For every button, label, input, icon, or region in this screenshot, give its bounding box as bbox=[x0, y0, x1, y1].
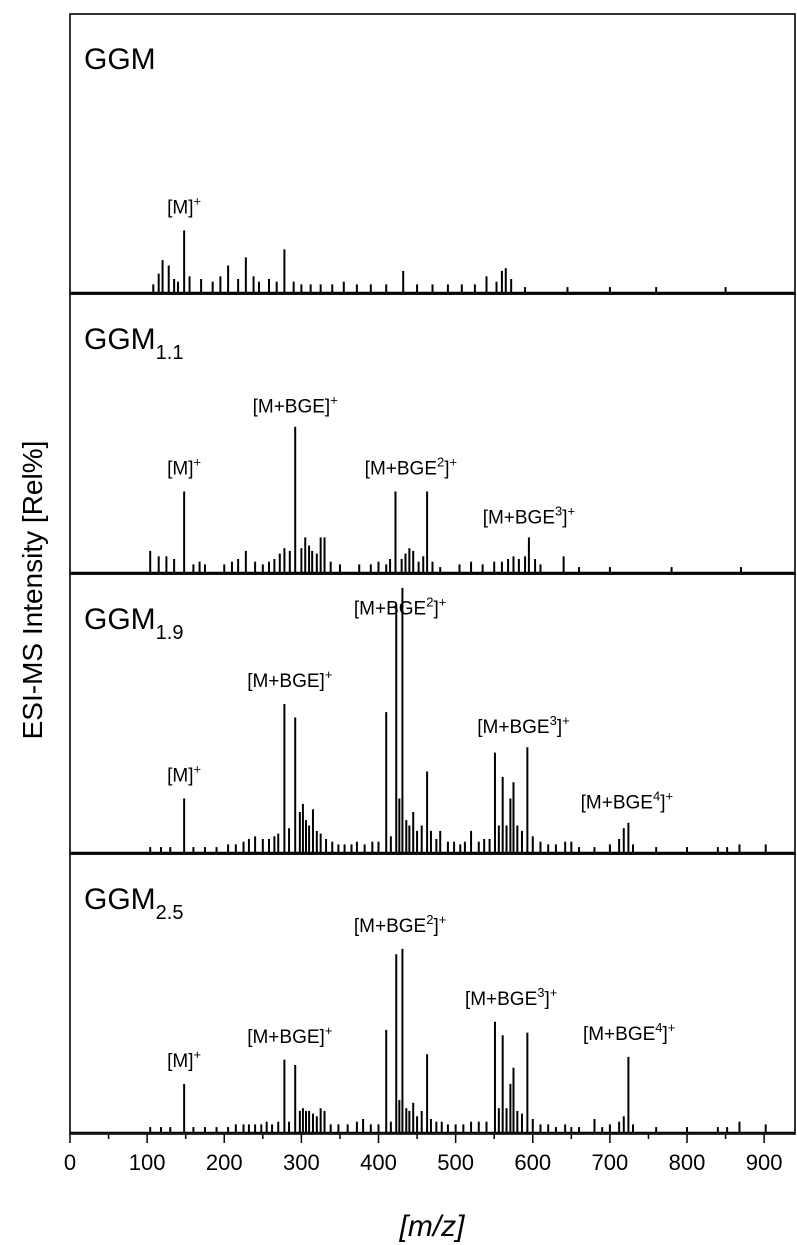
x-tick-label: 400 bbox=[360, 1150, 397, 1175]
peak-annotation: [M+BGE4]+ bbox=[583, 1020, 675, 1045]
peak-annotation: [M+BGE2]+ bbox=[354, 912, 446, 937]
panel-frame bbox=[69, 13, 796, 295]
peak-annotation: [M+BGE]+ bbox=[253, 393, 338, 418]
x-axis: 0 100 200 300 400 500 600 700 800 900 bbox=[64, 1134, 783, 1175]
x-tick-label: 500 bbox=[437, 1150, 474, 1175]
x-tick-label: 300 bbox=[283, 1150, 320, 1175]
x-tick-label: 600 bbox=[514, 1150, 551, 1175]
spectrum-panel: GGM1.1 [M]+ [M+BGE]+ [M+BGE2]+ [M+BGE3]+ bbox=[69, 293, 796, 575]
x-tick-label: 900 bbox=[746, 1150, 783, 1175]
spectrum-panel: GGM1.9 [M]+ [M+BGE]+ [M+BGE2]+ [M+BGE3]+ [M+B… bbox=[69, 573, 796, 855]
spectrum-panel: GGM2.5 [M]+ [M+BGE]+ [M+BGE2]+ [M+BGE3]+ [M+B… bbox=[69, 853, 796, 1135]
peak-annotation: [M]+ bbox=[167, 1047, 201, 1072]
x-tick-label: 700 bbox=[592, 1150, 629, 1175]
x-tick-label: 800 bbox=[669, 1150, 706, 1175]
spectrum-panels: GGM [M]+ GGM1.1 [M]+ [M+BGE]+ [M+BGE2]+ [M+BGE… bbox=[69, 13, 796, 1135]
peak-annotation: [M+BGE]+ bbox=[247, 667, 332, 692]
y-axis-label: ESI-MS Intensity [Rel%] bbox=[17, 441, 48, 740]
peak-annotation: [M+BGE3]+ bbox=[477, 713, 569, 738]
peak-annotation: [M]+ bbox=[167, 762, 201, 787]
x-tick-label: 200 bbox=[206, 1150, 243, 1175]
x-axis-label: [m/z] bbox=[399, 1210, 466, 1243]
peak-annotation: [M+BGE3]+ bbox=[465, 985, 557, 1010]
panel-title: GGM2.5 bbox=[84, 883, 183, 924]
peak-annotation: [M+BGE]+ bbox=[247, 1023, 332, 1048]
x-tick-label: 100 bbox=[129, 1150, 166, 1175]
peak-annotation: [M+BGE3]+ bbox=[483, 503, 575, 528]
panel-frame bbox=[69, 853, 796, 1135]
peak-annotation: [M+BGE4]+ bbox=[581, 789, 673, 814]
panel-frame bbox=[69, 293, 796, 575]
peak-annotation: [M]+ bbox=[167, 455, 201, 480]
panel-title: GGM1.1 bbox=[84, 323, 183, 364]
peak-annotation: [M+BGE2]+ bbox=[365, 455, 457, 480]
panel-title: GGM bbox=[84, 43, 156, 76]
peak-annotation: [M]+ bbox=[167, 194, 201, 219]
spectrum-panel: GGM [M]+ bbox=[69, 13, 796, 295]
x-tick-label: 0 bbox=[64, 1150, 76, 1175]
panel-title: GGM1.9 bbox=[84, 603, 183, 644]
peak-annotation: [M+BGE2]+ bbox=[354, 594, 446, 619]
